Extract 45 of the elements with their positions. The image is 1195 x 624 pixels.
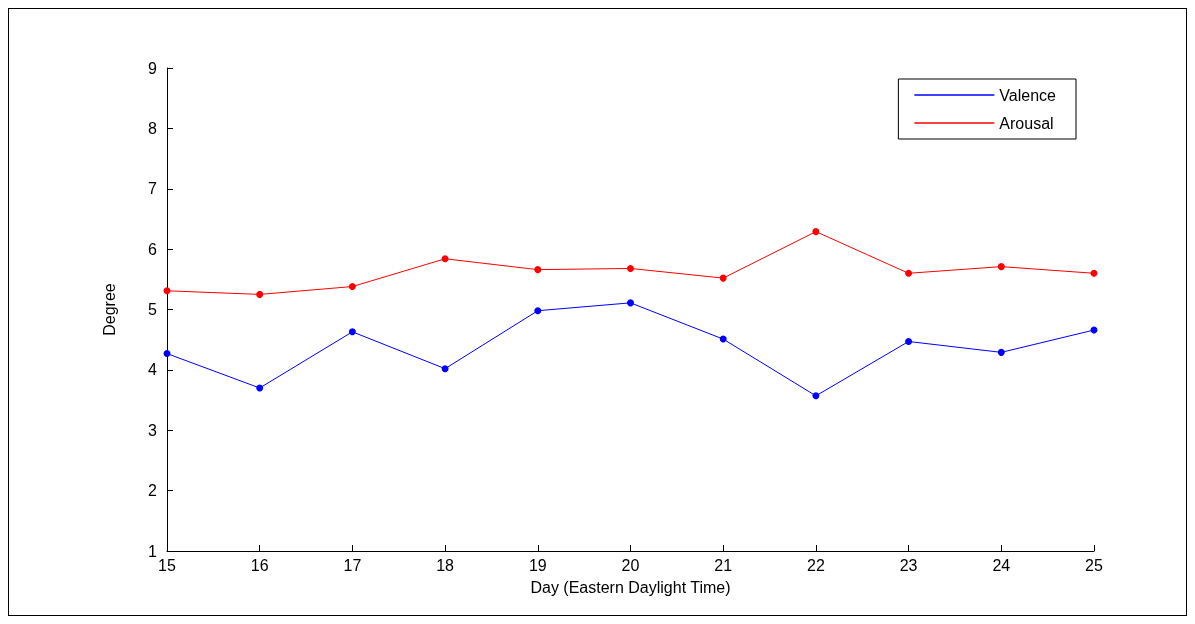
y-tick-label: 1 [148, 542, 158, 560]
x-tick-label: 20 [621, 556, 640, 574]
point [1090, 269, 1098, 277]
point [441, 365, 449, 373]
y-tick-label: 8 [148, 119, 158, 137]
x-tick-label: 19 [528, 556, 547, 574]
point [348, 328, 356, 336]
point [812, 392, 820, 400]
point [997, 348, 1005, 356]
x-tick-label: 22 [807, 556, 825, 574]
point [719, 274, 727, 282]
point [441, 255, 449, 263]
point [627, 264, 634, 272]
point [997, 263, 1005, 271]
point [534, 266, 542, 274]
x-tick-label: 24 [992, 556, 1011, 574]
point [163, 350, 171, 358]
x-tick-label: 17 [343, 556, 362, 574]
point [256, 384, 264, 392]
x-tick-label: 18 [436, 556, 455, 574]
x-tick-label: 23 [899, 556, 918, 574]
y-tick-label: 6 [148, 240, 158, 258]
point [348, 283, 356, 291]
x-axis-title: Day (Eastern Daylight Time) [530, 578, 731, 596]
legend-label: Arousal [999, 114, 1054, 132]
x-tick-label: 21 [714, 556, 733, 574]
point [256, 290, 264, 298]
point [534, 307, 542, 315]
point [627, 299, 634, 307]
y-tick-label: 9 [148, 59, 158, 77]
x-tick-label: 16 [250, 556, 269, 574]
point [163, 287, 171, 295]
point [719, 335, 727, 343]
y-tick-label: 3 [148, 421, 158, 439]
point [905, 338, 913, 345]
point [812, 228, 820, 236]
x-tick-label: 25 [1085, 556, 1103, 574]
y-tick-label: 2 [148, 482, 158, 500]
y-tick-label: 4 [148, 361, 158, 379]
y-tick-label: 5 [148, 301, 158, 318]
point [905, 269, 913, 277]
y-tick-label: 7 [148, 180, 158, 198]
legend-label: Valence [999, 86, 1057, 104]
y-axis-title: Degree [100, 283, 118, 336]
x-tick-label: 15 [158, 556, 176, 574]
